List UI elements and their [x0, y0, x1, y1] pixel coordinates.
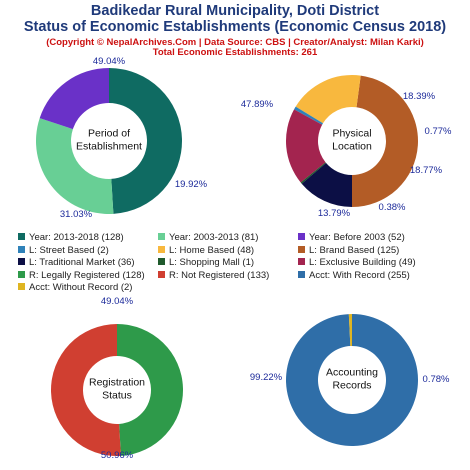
- legend-label: R: Not Registered (133): [169, 269, 270, 281]
- legend-swatch: [18, 270, 25, 278]
- center-label: Registration: [89, 377, 145, 389]
- slice-l-shopping-mall: [300, 162, 327, 184]
- percent-label: 18.39%: [403, 91, 436, 102]
- legend-label: Year: Before 2003 (52): [309, 232, 405, 243]
- percent-label: 31.03%: [60, 209, 93, 220]
- legend-item: Year: 2003-2013 (81): [158, 232, 258, 243]
- legend-item: Acct: With Record (255): [298, 270, 410, 281]
- legend-item: L: Exclusive Building (49): [298, 257, 416, 268]
- center-label: Records: [332, 380, 371, 392]
- percent-label: 19.92%: [175, 179, 208, 190]
- slice-l-street-based: [294, 106, 323, 125]
- legend-label: L: Brand Based (125): [309, 244, 400, 256]
- slice-year-2003-2013: [36, 118, 114, 214]
- slice-r-not-registered: [50, 324, 121, 456]
- chart-title-line1: Badikedar Rural Municipality, Doti Distr…: [90, 3, 380, 19]
- total-establishments: Total Economic Establishments: 261: [152, 47, 318, 58]
- slice-l-traditional-market: [301, 163, 352, 207]
- slice-r-legally-registered: [117, 324, 183, 456]
- legend-label: L: Traditional Market (36): [29, 257, 135, 268]
- legend-label: L: Shopping Mall (1): [169, 257, 255, 268]
- legend-swatch: [18, 233, 25, 240]
- center-label: Period of: [88, 128, 130, 140]
- percent-label: 50.96%: [101, 450, 134, 461]
- legend-swatch: [18, 258, 25, 265]
- legend-item: R: Not Registered (133): [158, 270, 269, 281]
- legend-swatch: [158, 258, 165, 265]
- legend-label: Acct: Without Record (2): [29, 282, 133, 293]
- legend-item: L: Shopping Mall (1): [158, 257, 254, 268]
- legend-swatch: [298, 258, 305, 265]
- legend-swatch: [158, 233, 165, 240]
- legend-item: L: Home Based (48): [158, 245, 254, 256]
- slice-year-before-2003: [39, 68, 109, 130]
- legend-item: Acct: Without Record (2): [18, 282, 132, 293]
- slice-l-exclusive-building: [286, 109, 326, 183]
- legend-swatch: [158, 245, 165, 253]
- legend-swatch: [158, 270, 165, 278]
- legend-label: L: Street Based (2): [29, 244, 109, 256]
- slice-acct-without-record: [348, 314, 352, 347]
- percent-label: 47.89%: [241, 99, 274, 110]
- legend-swatch: [18, 245, 25, 253]
- legend-label: R: Legally Registered (128): [29, 269, 145, 281]
- percent-label: 18.77%: [410, 165, 443, 176]
- legend-item: L: Street Based (2): [18, 245, 109, 256]
- percent-label: 49.04%: [93, 56, 126, 67]
- legend-swatch: [298, 233, 305, 240]
- percent-label: 0.77%: [425, 126, 452, 137]
- slice-l-brand-based: [352, 75, 419, 208]
- legend-swatch: [18, 283, 25, 290]
- slice-l-home-based: [295, 75, 361, 124]
- legend-swatch: [298, 245, 305, 253]
- percent-label: 99.22%: [250, 372, 283, 383]
- legend-item: R: Legally Registered (128): [18, 270, 145, 281]
- center-label: Physical: [332, 128, 371, 140]
- slice-acct-with-record: [285, 314, 418, 446]
- legend-item: Year: Before 2003 (52): [298, 232, 405, 243]
- legend-label: L: Home Based (48): [169, 244, 255, 256]
- percent-label: 0.38%: [379, 202, 406, 213]
- center-label: Status: [102, 390, 132, 402]
- center-label: Location: [332, 141, 372, 153]
- chart-title-line2: Status of Economic Establishments (Econo…: [23, 19, 447, 35]
- legend-label: Year: 2003-2013 (81): [169, 232, 259, 243]
- legend-item: L: Brand Based (125): [298, 245, 399, 256]
- percent-label: 49.04%: [101, 296, 134, 307]
- slice-year-2013-2018: [109, 68, 182, 214]
- center-label: Establishment: [76, 141, 142, 153]
- legend-label: L: Exclusive Building (49): [309, 257, 416, 268]
- legend-label: Year: 2013-2018 (128): [29, 232, 124, 243]
- legend-swatch: [298, 270, 305, 278]
- legend-item: L: Traditional Market (36): [18, 257, 135, 268]
- percent-label: 13.79%: [318, 208, 351, 219]
- legend-label: Acct: With Record (255): [309, 269, 410, 281]
- percent-label: 0.78%: [423, 374, 450, 385]
- center-label: Accounting: [326, 367, 378, 379]
- copyright-note: (Copyright © NepalArchives.Com | Data So…: [46, 37, 424, 48]
- legend-item: Year: 2013-2018 (128): [18, 232, 124, 243]
